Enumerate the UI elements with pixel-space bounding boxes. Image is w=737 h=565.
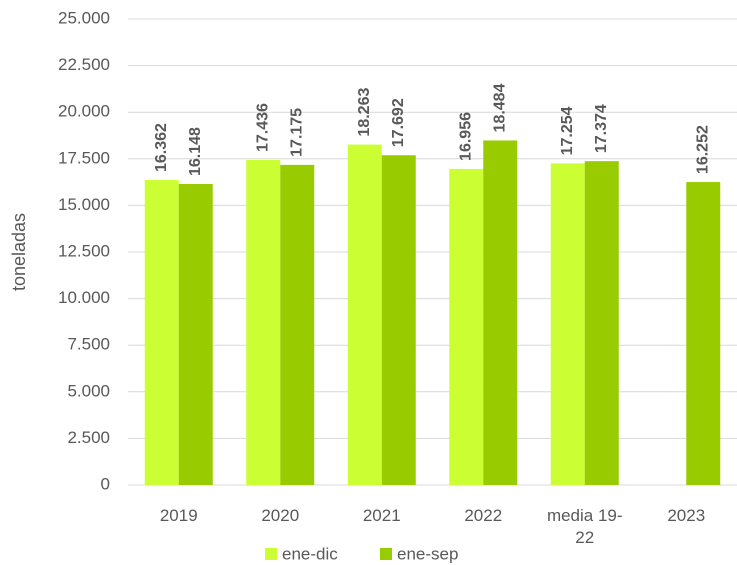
y-tick-label: 0 — [101, 474, 110, 493]
y-tick-label: 17.500 — [58, 148, 110, 167]
y-tick-label: 5.000 — [67, 381, 110, 400]
value-label: 18.263 — [356, 88, 373, 137]
value-label: 16.362 — [153, 123, 170, 172]
legend-swatch — [380, 548, 392, 560]
bar — [347, 144, 382, 485]
legend-swatch — [265, 548, 277, 560]
y-tick-label: 25.000 — [58, 8, 110, 27]
value-label: 16.252 — [694, 125, 711, 174]
bar — [381, 155, 416, 485]
value-label: 17.175 — [288, 108, 305, 157]
value-label: 17.692 — [390, 98, 407, 147]
x-tick-label: 2022 — [464, 506, 503, 525]
y-axis-title: toneladas — [9, 213, 29, 291]
x-tick-label: 2021 — [362, 506, 401, 525]
bar — [686, 182, 721, 485]
y-tick-label: 10.000 — [58, 288, 110, 307]
value-label: 16.148 — [187, 127, 204, 176]
y-tick-label: 15.000 — [58, 195, 110, 214]
y-tick-label: 22.500 — [58, 55, 110, 74]
x-tick-label: 2020 — [261, 506, 300, 525]
value-label: 16.956 — [457, 112, 474, 161]
bar — [449, 168, 484, 485]
x-tick-label: 2023 — [667, 506, 706, 525]
bar — [483, 140, 518, 485]
y-tick-label: 7.500 — [67, 335, 110, 354]
y-tick-label: 12.500 — [58, 241, 110, 260]
bar — [178, 184, 213, 485]
legend-label: ene-dic — [282, 544, 338, 563]
bar — [550, 163, 585, 485]
value-label: 17.254 — [559, 106, 576, 155]
value-label: 17.436 — [254, 103, 271, 152]
bar — [246, 159, 281, 485]
bar — [584, 161, 619, 486]
x-tick-label: media 19-22 — [546, 506, 623, 547]
value-label: 17.374 — [593, 104, 610, 153]
legend-label: ene-sep — [397, 544, 458, 563]
y-tick-label: 2.500 — [67, 428, 110, 447]
y-tick-label: 20.000 — [58, 102, 110, 121]
value-label: 18.484 — [491, 83, 508, 132]
bar — [280, 164, 315, 485]
x-tick-label: 2019 — [159, 506, 198, 525]
bar — [144, 180, 179, 485]
